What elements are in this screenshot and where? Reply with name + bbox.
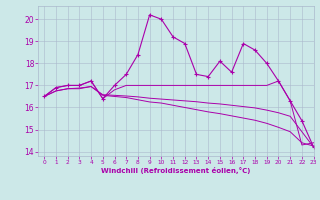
X-axis label: Windchill (Refroidissement éolien,°C): Windchill (Refroidissement éolien,°C) [101,167,251,174]
